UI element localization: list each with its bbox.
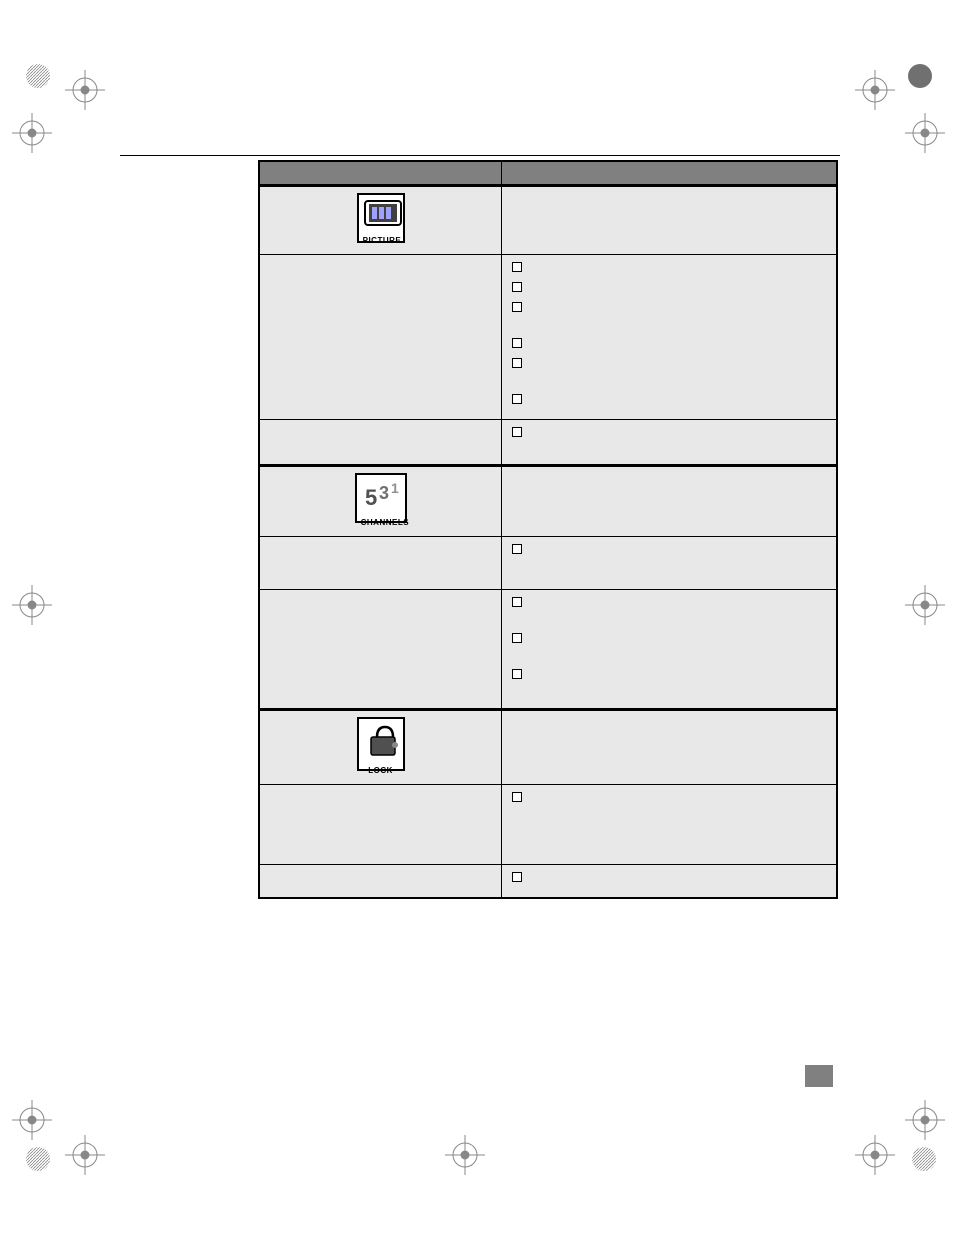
- icon-cell-channels: 5 3 1 CHANNELS: [259, 465, 502, 536]
- crop-mark-icon: [24, 1145, 52, 1173]
- option-content-cell: [502, 864, 837, 898]
- registration-mark-icon: [855, 70, 895, 110]
- lock-icon-label: LOCK: [363, 766, 399, 775]
- crop-mark-icon: [910, 1145, 938, 1173]
- option-content-cell: [502, 589, 837, 709]
- section-lock: LOCK: [259, 709, 837, 784]
- registration-mark-icon: [905, 1100, 945, 1140]
- registration-mark-icon: [12, 113, 52, 153]
- registration-mark-icon: [905, 585, 945, 625]
- bullet-item: [512, 543, 826, 559]
- header-cell-right: [502, 161, 837, 185]
- option-content-cell: [502, 419, 837, 465]
- crop-mark-icon: [24, 62, 52, 90]
- section-channels: 5 3 1 CHANNELS: [259, 465, 837, 536]
- page-number: [805, 1065, 833, 1087]
- menu-table-container: PICTURE: [258, 160, 838, 899]
- registration-mark-icon: [65, 70, 105, 110]
- table-row: [259, 589, 837, 709]
- option-content-cell: [502, 784, 837, 864]
- registration-mark-icon: [12, 585, 52, 625]
- bullet-item: [512, 871, 826, 887]
- bullet-item: [512, 281, 826, 297]
- lock-icon: LOCK: [357, 717, 405, 771]
- option-label-cell: [259, 254, 502, 419]
- channels-icon: 5 3 1 CHANNELS: [355, 473, 407, 523]
- svg-text:3: 3: [379, 483, 389, 503]
- option-content-cell: [502, 536, 837, 589]
- option-label-cell: [259, 536, 502, 589]
- svg-text:5: 5: [365, 485, 377, 510]
- lock-description: [502, 709, 837, 784]
- option-label-cell: [259, 419, 502, 465]
- registration-mark-icon: [65, 1135, 105, 1175]
- header-cell-left: [259, 161, 502, 185]
- registration-mark-icon: [905, 113, 945, 153]
- channels-icon-label: CHANNELS: [361, 518, 401, 527]
- bullet-item: [512, 393, 826, 409]
- bullet-item: [512, 261, 826, 277]
- menu-table: PICTURE: [258, 160, 838, 899]
- bullet-item: [512, 426, 826, 442]
- table-row: [259, 254, 837, 419]
- icon-cell-lock: LOCK: [259, 709, 502, 784]
- svg-text:1: 1: [391, 480, 399, 496]
- option-label-cell: [259, 864, 502, 898]
- bullet-item: [512, 357, 826, 373]
- table-row: [259, 864, 837, 898]
- bullet-item: [512, 791, 826, 807]
- table-header-row: [259, 161, 837, 185]
- table-row: [259, 419, 837, 465]
- picture-description: [502, 185, 837, 254]
- section-picture: PICTURE: [259, 185, 837, 254]
- bullet-item: [512, 668, 826, 684]
- option-content-cell: [502, 254, 837, 419]
- channels-description: [502, 465, 837, 536]
- registration-mark-icon: [12, 1100, 52, 1140]
- registration-mark-icon: [855, 1135, 895, 1175]
- crop-mark-icon: [906, 62, 934, 90]
- bullet-item: [512, 301, 826, 317]
- picture-icon-label: PICTURE: [363, 236, 399, 245]
- option-label-cell: [259, 784, 502, 864]
- horizontal-rule: [120, 155, 840, 156]
- bullet-item: [512, 632, 826, 648]
- table-row: [259, 784, 837, 864]
- bullet-item: [512, 596, 826, 612]
- picture-icon: PICTURE: [357, 193, 405, 243]
- table-row: [259, 536, 837, 589]
- bullet-item: [512, 337, 826, 353]
- icon-cell-picture: PICTURE: [259, 185, 502, 254]
- registration-mark-icon: [445, 1135, 485, 1175]
- option-label-cell: [259, 589, 502, 709]
